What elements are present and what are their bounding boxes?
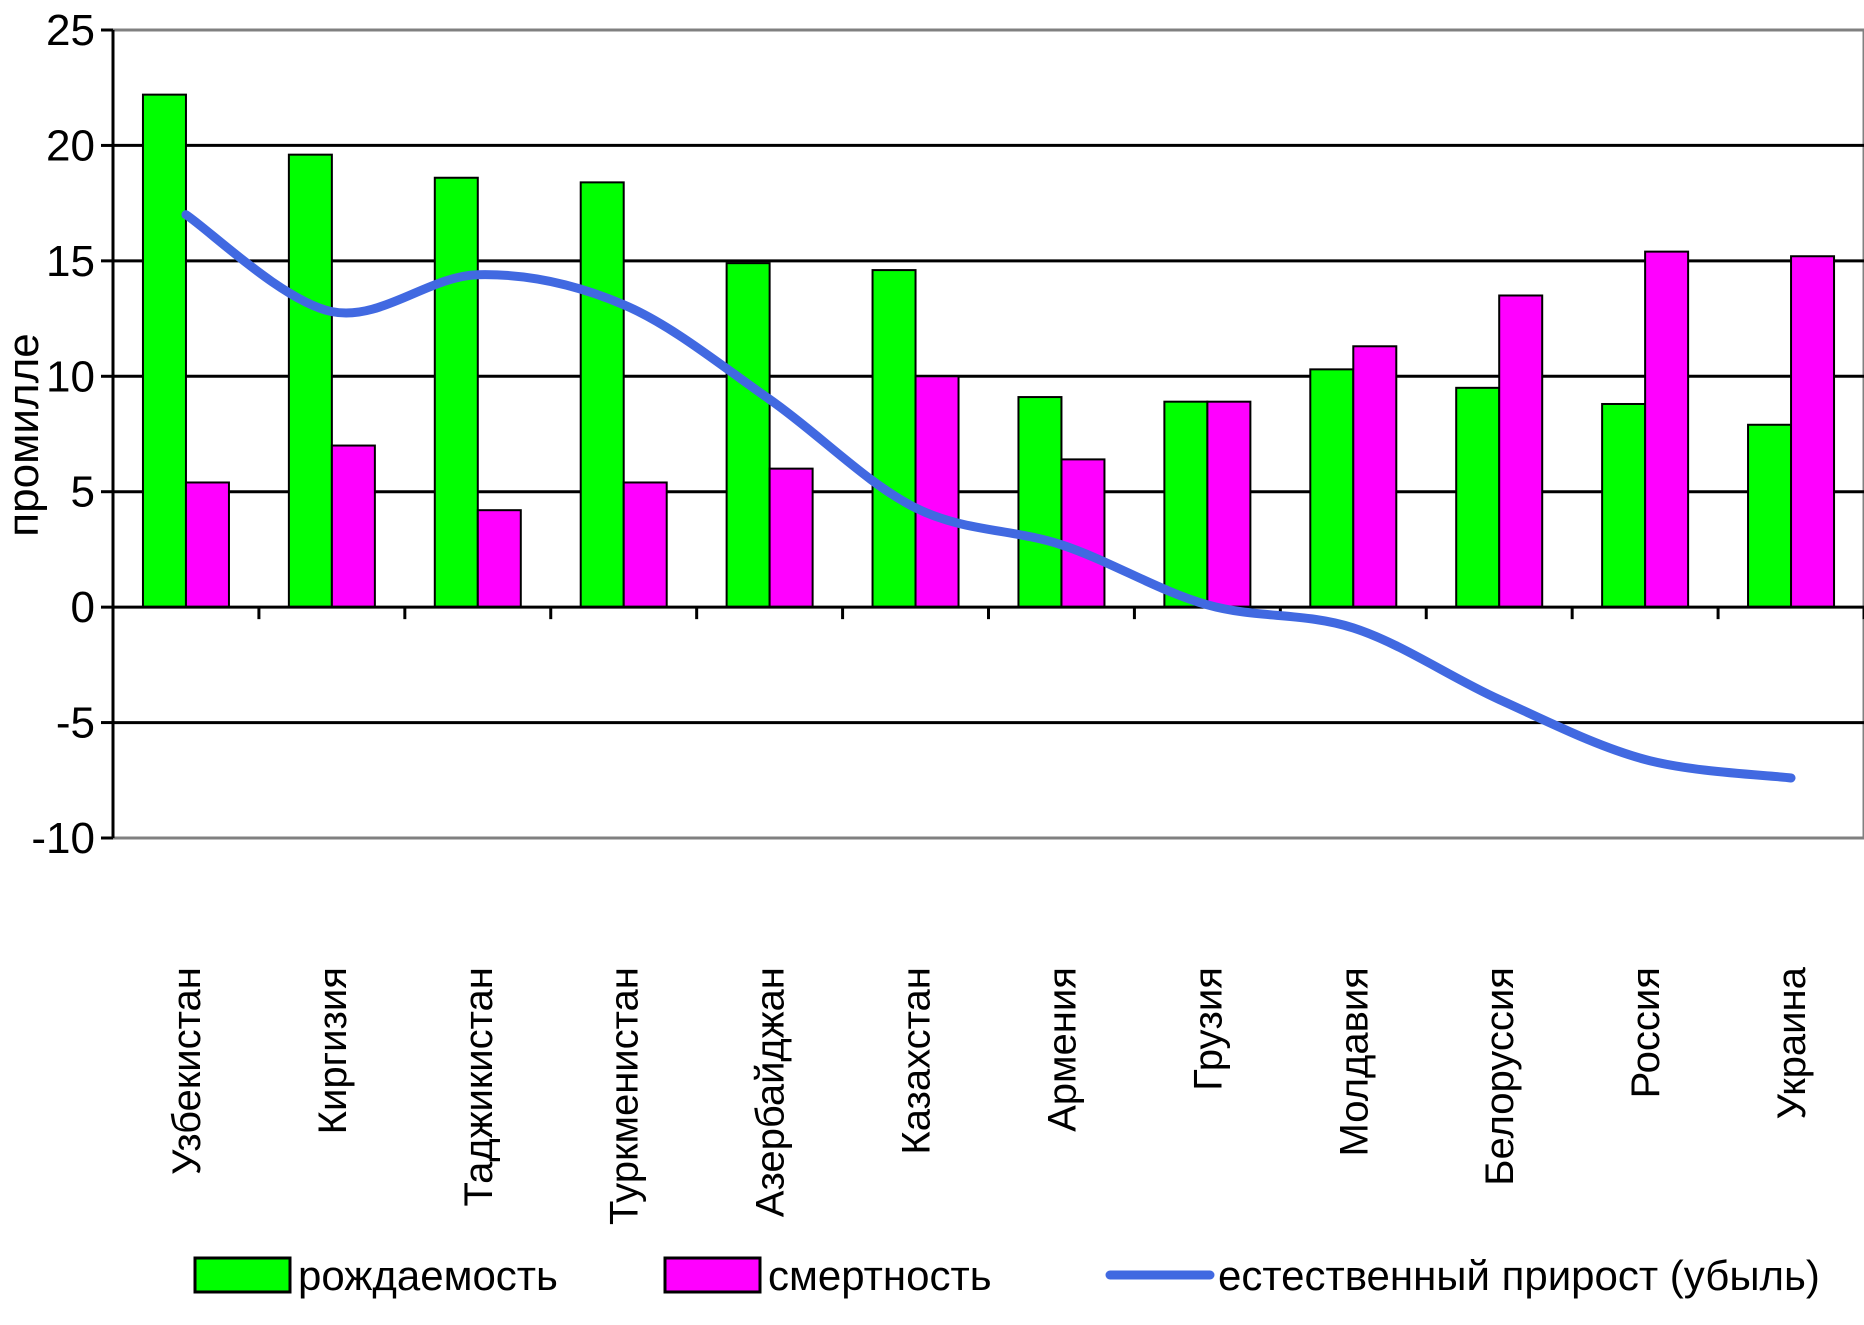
legend-label: естественный прирост (убыль)	[1218, 1252, 1820, 1299]
bars	[141, 93, 1836, 609]
y-tick-labels: 25 20 15 10 5 0 -5 -10	[31, 6, 95, 863]
x-tick-labels: Узбекистан Киргизия Таджикистан Туркмениста…	[165, 966, 1814, 1225]
x-tick-label: Грузия	[1186, 967, 1230, 1091]
y-tick-label: -10	[31, 814, 95, 863]
x-tick-label: Казахстан	[895, 967, 939, 1154]
legend: рождаемость смертность естественный прирос…	[193, 1252, 1820, 1299]
bar-смертность	[1060, 458, 1106, 609]
x-tick-label: Армения	[1040, 967, 1084, 1132]
bar-рождаемость	[1017, 396, 1063, 609]
bar-рождаемость	[1163, 400, 1209, 609]
x-tick-label: Киргизия	[311, 967, 355, 1134]
bar-смертность	[622, 481, 668, 609]
bar-рождаемость	[1747, 423, 1793, 609]
axes	[111, 30, 1864, 838]
bar-рождаемость	[141, 93, 187, 609]
x-tick-label: Туркменистан	[603, 967, 647, 1225]
bar-смертность	[914, 375, 960, 609]
bar-смертность	[476, 509, 522, 609]
bar-рождаемость	[725, 262, 771, 609]
legend-label: рождаемость	[298, 1252, 558, 1299]
legend-swatch-смертность	[663, 1256, 762, 1294]
gridlines	[101, 28, 1864, 840]
x-tick-label: Узбекистан	[165, 967, 209, 1175]
y-tick-label: 20	[46, 121, 95, 170]
bar-рождаемость	[1455, 386, 1501, 609]
x-tick-label: Белоруссия	[1478, 967, 1522, 1186]
bar-смертность	[1206, 400, 1252, 609]
y-tick-label: 25	[46, 6, 95, 55]
x-tick-label: Таджикистан	[457, 967, 501, 1206]
x-tick-label: Россия	[1624, 967, 1668, 1098]
line-series	[181, 210, 1796, 783]
plot-area	[111, 28, 1864, 840]
y-axis-label: промилле	[0, 333, 48, 536]
bar-рождаемость	[1309, 368, 1355, 609]
bar-смертность	[1644, 250, 1690, 609]
y-tick-label: 15	[46, 237, 95, 286]
bar-смертность	[1498, 294, 1544, 609]
legend-swatch-рождаемость	[193, 1256, 292, 1294]
y-tick-label: 10	[46, 352, 95, 401]
line-естественный прирост (убыль)	[181, 210, 1796, 783]
bar-рождаемость	[287, 153, 333, 609]
bar-смертность	[184, 481, 230, 609]
bar-рождаемость	[433, 176, 479, 609]
bar-смертность	[1790, 255, 1836, 609]
y-tick-label: 5	[71, 468, 95, 517]
bar-рождаемость	[871, 269, 917, 609]
bar-смертность	[330, 444, 376, 609]
x-tick-label: Молдавия	[1332, 967, 1376, 1156]
y-tick-label: -5	[56, 699, 95, 748]
bar-рождаемость	[579, 181, 625, 609]
legend-label: смертность	[768, 1252, 992, 1299]
x-tick-label: Азербайджан	[749, 967, 793, 1217]
bar-смертность	[768, 467, 814, 609]
bar-смертность	[1352, 345, 1398, 609]
x-tick-label: Украина	[1770, 966, 1814, 1119]
y-tick-label: 0	[71, 583, 95, 632]
bar-рождаемость	[1601, 402, 1647, 609]
